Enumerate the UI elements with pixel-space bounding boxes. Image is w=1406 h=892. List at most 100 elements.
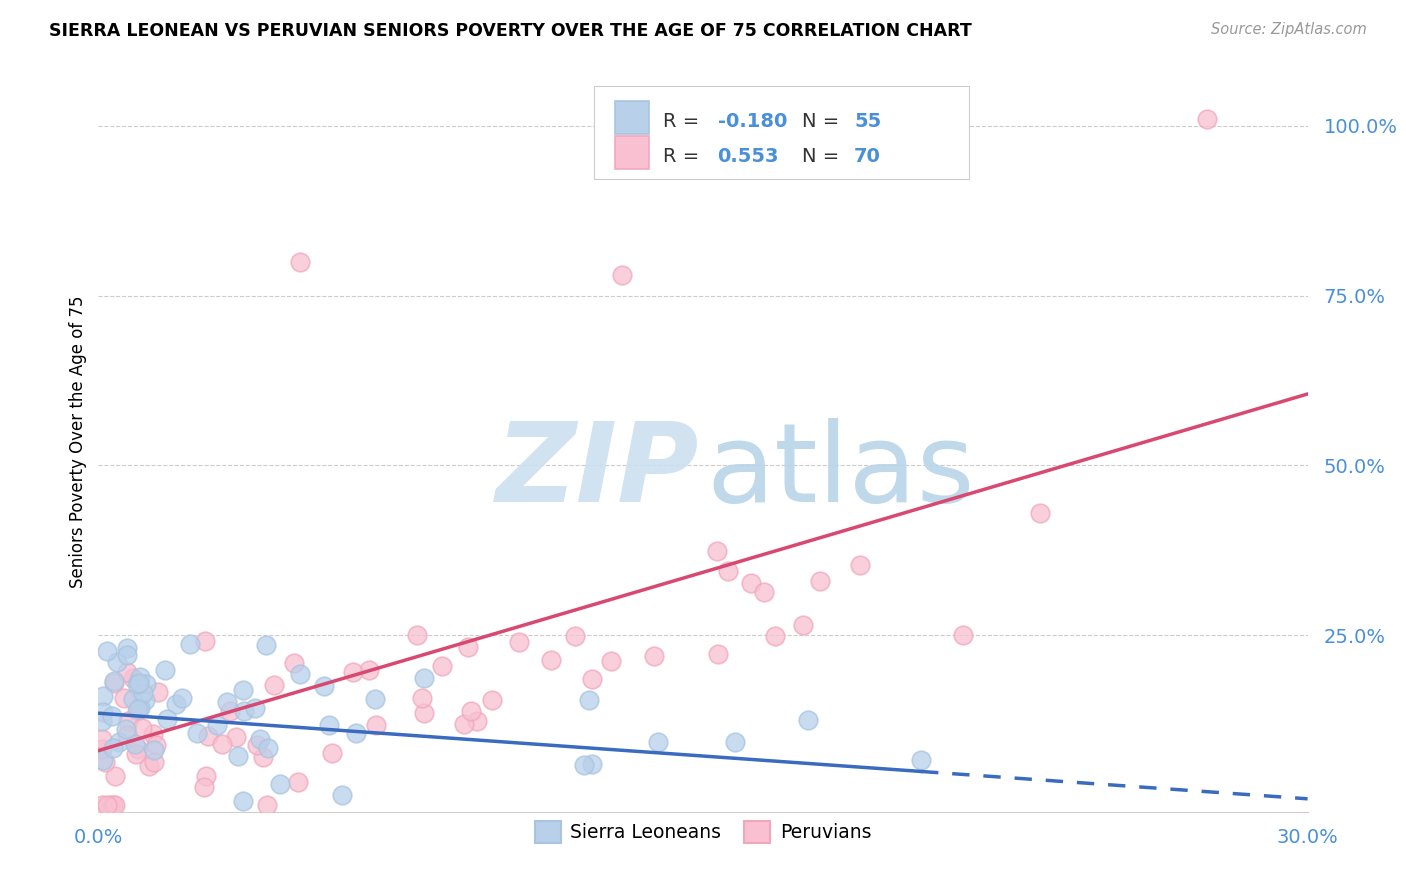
Point bbox=[98, 797, 121, 812]
Point bbox=[193, 780, 215, 794]
Point bbox=[252, 749, 274, 764]
Point bbox=[599, 654, 621, 668]
Point bbox=[115, 728, 138, 742]
Point bbox=[581, 672, 603, 686]
Point bbox=[647, 735, 669, 749]
Text: 0.553: 0.553 bbox=[717, 147, 779, 166]
Point bbox=[94, 755, 117, 769]
Point bbox=[432, 659, 454, 673]
Point bbox=[232, 794, 254, 808]
Point bbox=[232, 682, 254, 697]
Point bbox=[122, 671, 145, 685]
Text: -0.180: -0.180 bbox=[717, 112, 787, 131]
Text: R =: R = bbox=[664, 112, 706, 131]
Bar bbox=[614, 101, 648, 135]
Point bbox=[129, 701, 152, 715]
Point bbox=[127, 701, 149, 715]
Point bbox=[717, 565, 740, 579]
Point bbox=[314, 679, 336, 693]
Point bbox=[91, 705, 114, 719]
Point bbox=[142, 755, 165, 769]
Point bbox=[108, 735, 131, 749]
Point bbox=[249, 731, 271, 746]
Point bbox=[211, 737, 233, 751]
Point bbox=[481, 692, 503, 706]
Point bbox=[225, 731, 247, 745]
Point bbox=[910, 754, 932, 768]
Point bbox=[581, 756, 603, 771]
Point bbox=[105, 655, 128, 669]
Point bbox=[129, 670, 152, 684]
Point bbox=[406, 628, 429, 642]
Point bbox=[342, 665, 364, 680]
Point bbox=[91, 732, 114, 747]
Point bbox=[707, 647, 730, 661]
Point bbox=[412, 671, 434, 685]
Point bbox=[288, 254, 311, 268]
Point bbox=[155, 664, 177, 678]
Point bbox=[142, 743, 165, 757]
Legend: Sierra Leoneans, Peruvians: Sierra Leoneans, Peruvians bbox=[527, 814, 879, 850]
Text: N =: N = bbox=[803, 112, 845, 131]
Point bbox=[508, 634, 530, 648]
Point bbox=[578, 693, 600, 707]
Point bbox=[145, 738, 167, 752]
Point bbox=[186, 726, 208, 740]
Point bbox=[125, 747, 148, 762]
Point bbox=[364, 718, 387, 732]
Y-axis label: Seniors Poverty Over the Age of 75: Seniors Poverty Over the Age of 75 bbox=[69, 295, 87, 588]
Point bbox=[91, 797, 114, 812]
Point bbox=[96, 797, 118, 812]
Point bbox=[112, 691, 135, 706]
Point bbox=[115, 723, 138, 737]
Point bbox=[357, 664, 380, 678]
Point bbox=[156, 712, 179, 726]
Point bbox=[146, 685, 169, 699]
Point bbox=[131, 721, 153, 735]
Point bbox=[128, 676, 150, 690]
Point bbox=[792, 618, 814, 632]
FancyBboxPatch shape bbox=[595, 87, 969, 178]
Point bbox=[740, 575, 762, 590]
Point bbox=[101, 797, 124, 812]
Point bbox=[808, 574, 831, 589]
Point bbox=[287, 775, 309, 789]
Point bbox=[723, 734, 745, 748]
Point bbox=[263, 678, 285, 692]
Point bbox=[101, 740, 124, 755]
Point bbox=[138, 758, 160, 772]
Point bbox=[195, 769, 218, 783]
Point bbox=[124, 737, 146, 751]
Point bbox=[797, 713, 820, 727]
Point bbox=[465, 714, 488, 729]
Point bbox=[104, 769, 127, 783]
Point bbox=[91, 689, 114, 703]
Point bbox=[574, 757, 596, 772]
Point bbox=[290, 666, 312, 681]
Point bbox=[91, 742, 114, 756]
Point bbox=[269, 777, 291, 791]
Point bbox=[172, 690, 194, 705]
Point bbox=[256, 638, 278, 652]
Point bbox=[127, 704, 149, 718]
Point bbox=[245, 700, 267, 714]
Point bbox=[197, 729, 219, 743]
Point bbox=[117, 640, 139, 655]
Point bbox=[142, 727, 165, 741]
Point bbox=[413, 706, 436, 721]
Point bbox=[219, 704, 242, 718]
Point bbox=[205, 718, 228, 732]
Point bbox=[232, 704, 254, 718]
Point bbox=[1195, 112, 1218, 126]
Point bbox=[135, 677, 157, 691]
Point bbox=[101, 709, 124, 723]
Point bbox=[457, 640, 479, 654]
Point bbox=[226, 749, 249, 764]
Point bbox=[540, 653, 562, 667]
Point bbox=[612, 268, 634, 282]
Point bbox=[952, 628, 974, 642]
Text: R =: R = bbox=[664, 147, 711, 166]
Point bbox=[706, 543, 728, 558]
Point bbox=[257, 740, 280, 755]
Text: 55: 55 bbox=[855, 112, 882, 131]
